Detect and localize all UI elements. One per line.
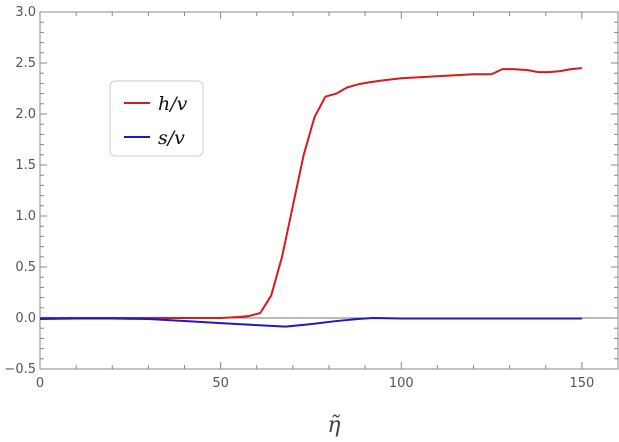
y-tick-label: 3.0 <box>15 5 36 20</box>
y-tick-label: 2.0 <box>15 107 36 122</box>
x-tick-label: 150 <box>569 376 594 391</box>
plot-frame <box>39 11 619 370</box>
y-tick-label: −0.5 <box>4 362 36 377</box>
y-tick-label: 1.5 <box>15 158 36 173</box>
y-tick-label: 2.5 <box>15 56 36 71</box>
x-tick-label: 0 <box>36 376 44 391</box>
y-tick-label: 1.0 <box>15 209 36 224</box>
legend-box <box>109 80 204 157</box>
y-tick-label: 0.5 <box>15 260 36 275</box>
y-tick-label: 0.0 <box>15 311 36 326</box>
legend-label-h-v: h/v <box>158 93 188 115</box>
series-layer <box>39 67 582 328</box>
series-line-h-v <box>40 67 582 319</box>
series-line-s-v <box>39 317 582 328</box>
ticks-layer: 0 50 100 150 −0.5 0.0 0.5 1.0 1.5 2.0 2.5 3.0 <box>4 5 619 391</box>
x-tick-label: 50 <box>212 376 229 391</box>
x-tick-label: 100 <box>389 376 414 391</box>
x-axis-title: η̃ <box>327 413 340 438</box>
legend-label-s-v: s/v <box>158 127 185 149</box>
legend: h/v s/v <box>109 80 204 157</box>
